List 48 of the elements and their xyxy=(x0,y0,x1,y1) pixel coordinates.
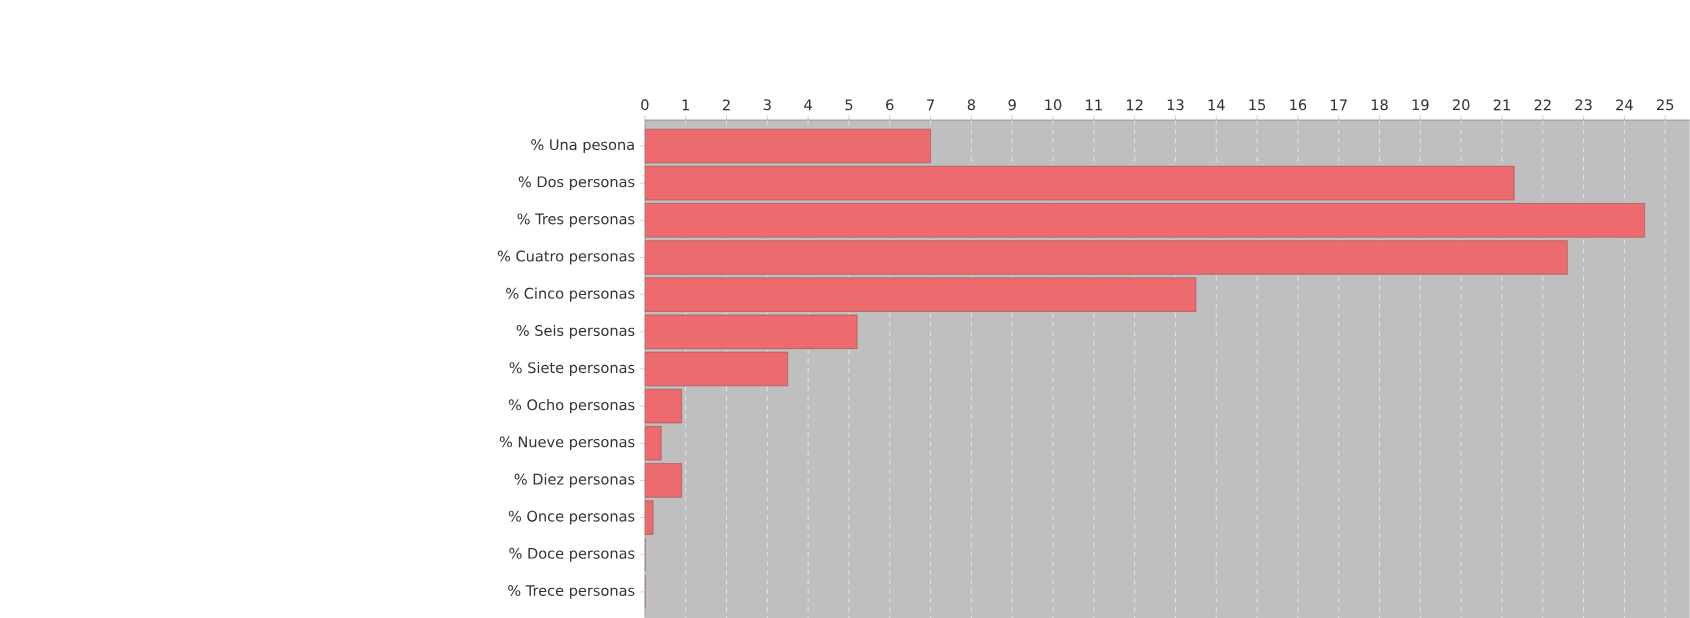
x-tick-label: 24 xyxy=(1616,99,1633,111)
x-tick-label: 16 xyxy=(1290,99,1307,111)
x-tick-label: 25 xyxy=(1657,99,1674,111)
bar xyxy=(644,314,858,349)
y-tick-label: % Cinco personas xyxy=(506,287,635,302)
y-tick-label: % Seis personas xyxy=(516,324,635,339)
x-tick-label: 4 xyxy=(804,99,812,111)
bar xyxy=(644,277,1197,312)
x-tick-label: 5 xyxy=(845,99,853,111)
y-tick-label: % Cuatro personas xyxy=(497,250,635,265)
y-tick-label: % Tres personas xyxy=(517,213,635,228)
x-tick-label: 7 xyxy=(927,99,934,111)
y-tick-label: % Ocho personas xyxy=(508,398,635,414)
y-tick-label: % Nueve personas xyxy=(499,436,635,451)
x-tick-label: 20 xyxy=(1452,99,1470,111)
x-tick-label: 14 xyxy=(1208,99,1225,111)
x-tick-label: 18 xyxy=(1371,99,1388,111)
x-tick-label: 19 xyxy=(1412,99,1429,111)
x-tick-label: 13 xyxy=(1167,99,1184,111)
x-tick-label: 2 xyxy=(722,99,730,111)
x-tick-label: 23 xyxy=(1575,99,1592,111)
bar xyxy=(644,128,931,164)
bar xyxy=(644,388,682,424)
bar xyxy=(644,203,1646,238)
y-tick-label: % Once personas xyxy=(508,510,635,525)
x-tick-label: 1 xyxy=(682,99,689,111)
x-tick-label: 9 xyxy=(1008,99,1016,111)
x-tick-label: 12 xyxy=(1126,99,1143,111)
x-tick-label: 17 xyxy=(1331,99,1347,111)
bar xyxy=(644,463,682,498)
x-tick-label: 11 xyxy=(1086,99,1102,111)
x-tick-label: 22 xyxy=(1534,99,1551,111)
y-tick-label: % Una pesona xyxy=(531,138,634,153)
x-tick-label: 3 xyxy=(763,99,771,111)
x-tick-label: 10 xyxy=(1045,99,1062,111)
bar xyxy=(644,165,1515,201)
y-tick-label: % Diez personas xyxy=(514,473,635,488)
x-tick-label: 6 xyxy=(886,99,894,111)
y-tick-label: % Dos personas xyxy=(518,176,635,190)
x-tick-label: 0 xyxy=(641,99,649,111)
bar xyxy=(644,351,789,387)
x-tick-label: 8 xyxy=(967,99,976,111)
x-tick-label: 21 xyxy=(1493,99,1510,111)
bar xyxy=(644,240,1568,275)
y-tick-label: % Trece personas xyxy=(508,584,635,599)
y-tick-label: % Doce personas xyxy=(509,547,635,562)
x-tick-label: 15 xyxy=(1249,99,1266,111)
y-tick-label: % Siete personas xyxy=(509,361,635,376)
